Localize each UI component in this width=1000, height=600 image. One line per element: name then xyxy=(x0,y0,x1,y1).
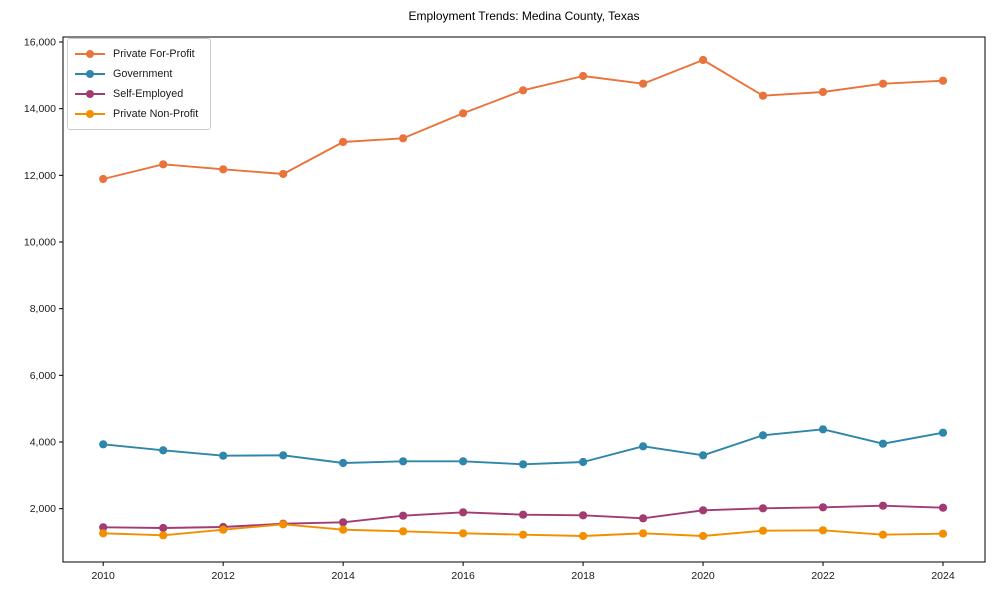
data-point xyxy=(159,446,168,455)
data-point xyxy=(818,425,828,434)
y-tick-label: 8,000 xyxy=(30,303,56,315)
data-point xyxy=(279,451,288,460)
data-point xyxy=(639,529,648,538)
data-point xyxy=(159,523,168,533)
data-point xyxy=(519,86,528,95)
data-point xyxy=(878,439,888,448)
data-point xyxy=(878,79,888,88)
x-tick-label: 2018 xyxy=(571,570,595,582)
x-tick-label: 2014 xyxy=(331,570,355,582)
data-point xyxy=(339,525,348,534)
series-private-for-profit xyxy=(99,55,948,184)
data-point xyxy=(519,460,528,469)
data-point xyxy=(459,457,468,466)
axes-frame xyxy=(62,36,986,563)
legend-item-private-for-profit: Private For-Profit xyxy=(75,44,198,64)
line-marker-icon xyxy=(75,90,105,98)
data-point xyxy=(758,504,768,513)
data-point xyxy=(99,440,108,449)
data-point xyxy=(459,109,468,118)
series-line xyxy=(102,428,944,466)
data-point xyxy=(818,503,828,512)
y-axis: 2,000 4,000 6,000 8,000 10,000 12,000 14,000 16… xyxy=(24,37,63,515)
data-point xyxy=(938,503,948,512)
data-point xyxy=(279,520,288,529)
series-line xyxy=(102,59,944,180)
data-point xyxy=(579,71,588,81)
data-point xyxy=(938,76,948,85)
legend-item-private-non-profit: Private Non-Profit xyxy=(75,104,198,124)
legend-item-government: Government xyxy=(75,64,198,84)
x-tick-label: 2024 xyxy=(931,570,955,582)
data-point xyxy=(339,458,348,468)
data-point xyxy=(399,527,408,536)
chart-title: Employment Trends: Medina County, Texas xyxy=(408,9,640,23)
x-tick-label: 2016 xyxy=(451,570,475,582)
data-point xyxy=(219,451,228,460)
x-tick-label: 2022 xyxy=(811,570,835,582)
data-point xyxy=(579,511,588,520)
data-point xyxy=(279,169,288,179)
y-tick-label: 6,000 xyxy=(30,370,56,382)
data-point xyxy=(699,55,708,65)
data-point xyxy=(579,531,588,541)
y-tick-label: 10,000 xyxy=(24,237,56,249)
data-point xyxy=(159,160,168,169)
y-tick-label: 14,000 xyxy=(24,103,56,115)
data-point xyxy=(938,529,948,538)
data-point xyxy=(758,431,768,440)
legend-label: Private For-Profit xyxy=(113,48,195,60)
data-point xyxy=(99,523,108,532)
data-point xyxy=(639,442,648,451)
data-point xyxy=(519,510,528,519)
series-government xyxy=(99,425,948,469)
legend-label: Self-Employed xyxy=(113,88,184,100)
line-marker-icon xyxy=(75,70,105,78)
data-point xyxy=(339,137,348,147)
data-point xyxy=(579,457,588,467)
data-point xyxy=(878,501,888,510)
legend-item-self-employed: Self-Employed xyxy=(75,84,198,104)
data-point xyxy=(699,531,708,541)
data-point xyxy=(758,91,768,100)
y-tick-label: 12,000 xyxy=(24,170,56,182)
legend-label: Private Non-Profit xyxy=(113,108,199,120)
data-point xyxy=(339,518,348,527)
x-tick-label: 2012 xyxy=(211,570,235,582)
data-point xyxy=(758,526,768,535)
data-point xyxy=(399,457,408,466)
data-point xyxy=(699,506,708,515)
data-point xyxy=(399,134,408,143)
data-point xyxy=(818,87,828,97)
data-point xyxy=(639,79,648,88)
legend-label: Government xyxy=(113,68,173,80)
data-point xyxy=(459,529,468,538)
data-point xyxy=(399,511,408,520)
data-point xyxy=(99,174,108,184)
data-point xyxy=(219,165,228,174)
data-point xyxy=(519,530,528,539)
y-tick-label: 2,000 xyxy=(30,503,56,515)
line-marker-icon xyxy=(75,110,105,118)
x-tick-label: 2020 xyxy=(691,570,715,582)
data-point xyxy=(818,526,828,535)
data-point xyxy=(639,514,648,523)
y-tick-label: 4,000 xyxy=(30,437,56,449)
data-point xyxy=(459,508,468,517)
data-point xyxy=(159,531,168,540)
y-tick-label: 16,000 xyxy=(24,37,56,49)
line-marker-icon xyxy=(75,50,105,58)
data-point xyxy=(99,529,108,538)
series-private-non-profit xyxy=(99,520,948,541)
x-tick-label: 2010 xyxy=(92,570,116,582)
data-point xyxy=(878,530,888,539)
data-point xyxy=(699,451,708,460)
data-point xyxy=(219,525,228,534)
x-axis: 2010 2012 2014 2016 2018 2020 2022 2024 xyxy=(92,562,955,582)
legend: Private For-Profit Government Self-Emplo… xyxy=(67,38,212,130)
data-point xyxy=(938,428,948,437)
